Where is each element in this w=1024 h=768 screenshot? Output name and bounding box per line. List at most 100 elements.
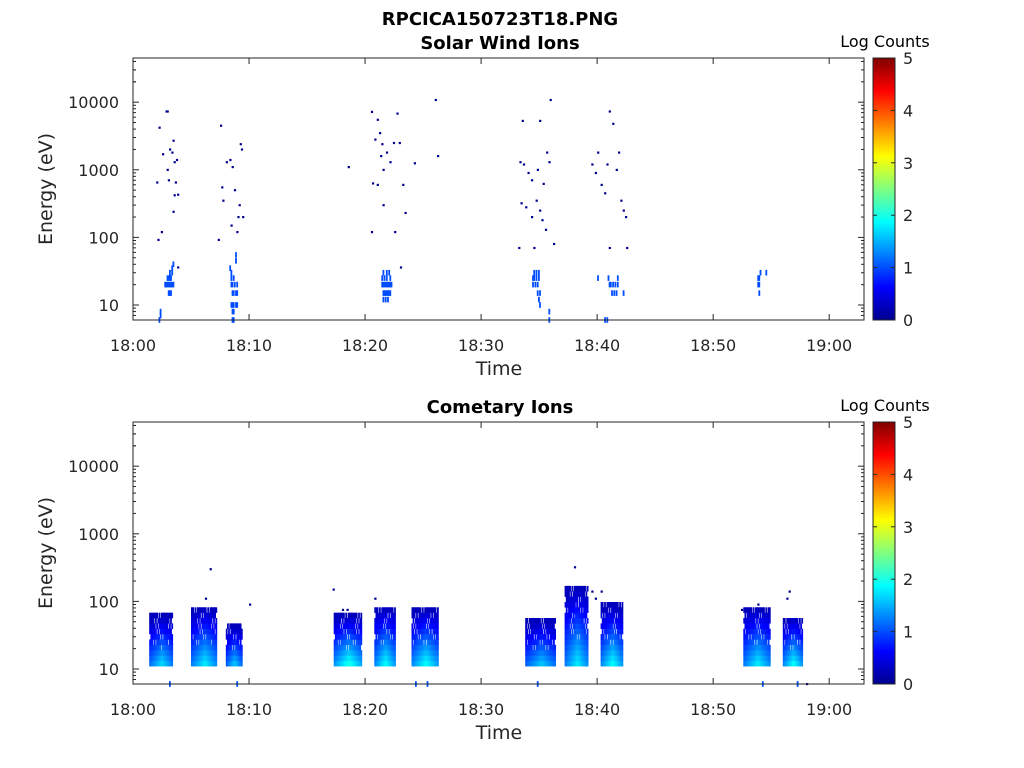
data-cell xyxy=(355,655,358,662)
data-cell xyxy=(761,634,764,640)
data-cell xyxy=(430,628,432,635)
data-cell xyxy=(350,655,352,662)
data-cell xyxy=(412,612,415,619)
data-cell xyxy=(758,275,761,281)
data-cell xyxy=(202,660,205,667)
data-cell xyxy=(149,618,151,624)
data-cell xyxy=(758,660,761,667)
data-cell xyxy=(586,650,589,656)
data-cell xyxy=(340,660,343,667)
data-cell xyxy=(613,655,616,662)
data-cell xyxy=(578,639,581,645)
data-cell xyxy=(767,634,770,640)
data-cell xyxy=(604,623,606,629)
data-cell xyxy=(605,607,607,613)
data-cell xyxy=(575,596,577,603)
data-cell xyxy=(200,650,203,656)
data-cell xyxy=(201,634,204,640)
data-cell xyxy=(358,634,360,640)
data-cell xyxy=(337,650,339,656)
data-point xyxy=(157,238,160,241)
data-cell xyxy=(433,634,436,640)
data-cell xyxy=(553,650,555,656)
data-cell xyxy=(159,644,162,651)
data-cell xyxy=(191,618,193,624)
data-cell xyxy=(801,660,804,667)
data-point xyxy=(162,153,165,156)
data-cell xyxy=(548,660,551,667)
data-cell xyxy=(605,623,607,629)
data-cell xyxy=(606,607,609,613)
data-cell xyxy=(748,623,750,629)
data-cell xyxy=(202,644,205,651)
data-cell xyxy=(391,655,394,662)
data-point xyxy=(372,182,375,185)
data-cell xyxy=(334,655,337,662)
data-cell xyxy=(435,623,438,629)
data-cell xyxy=(797,644,800,651)
data-cell xyxy=(746,660,749,667)
data-cell xyxy=(336,655,338,662)
data-cell xyxy=(583,639,585,645)
data-point xyxy=(236,231,239,234)
data-point xyxy=(173,194,176,197)
data-cell xyxy=(435,650,438,656)
data-cell xyxy=(344,660,346,667)
data-cell xyxy=(374,650,377,656)
data-cell xyxy=(527,650,530,656)
data-cell xyxy=(748,628,750,635)
data-point xyxy=(370,231,374,234)
data-cell xyxy=(341,650,344,656)
data-cell xyxy=(554,655,556,662)
data-cell xyxy=(229,644,232,651)
data-cell xyxy=(576,660,578,667)
data-cell xyxy=(548,618,551,624)
data-cell xyxy=(795,639,798,645)
data-cell xyxy=(568,612,570,619)
data-cell xyxy=(528,644,531,651)
data-cell xyxy=(431,623,433,629)
data-cell xyxy=(236,281,239,288)
data-point xyxy=(594,171,597,175)
data-cell xyxy=(419,660,422,667)
data-cell xyxy=(207,618,210,624)
data-cell xyxy=(571,585,574,592)
data-cell xyxy=(413,607,416,613)
data-cell xyxy=(162,618,164,624)
data-cell xyxy=(535,644,538,651)
data-cell xyxy=(760,655,763,662)
data-cell xyxy=(604,660,606,667)
data-point xyxy=(608,110,611,113)
data-cell xyxy=(238,660,241,667)
data-cell xyxy=(419,623,422,629)
data-cell xyxy=(551,628,554,635)
data-cell xyxy=(420,618,423,624)
data-cell xyxy=(565,644,568,651)
data-cell xyxy=(790,639,793,645)
data-cell xyxy=(532,634,534,640)
data-cell xyxy=(240,634,243,640)
data-cell xyxy=(385,650,388,656)
x-axis: 18:00 18:10 18:20 18:30 18:40 18:50 19:00 xyxy=(110,422,852,719)
data-cell xyxy=(233,634,236,640)
data-cell xyxy=(390,612,393,619)
data-cell xyxy=(196,607,199,613)
data-cell xyxy=(746,607,749,613)
data-cell xyxy=(576,628,578,635)
data-cell xyxy=(415,639,417,645)
data-cell xyxy=(600,607,603,613)
data-cell xyxy=(348,660,351,667)
data-cell xyxy=(618,660,620,667)
data-cell xyxy=(531,655,533,662)
data-cell xyxy=(801,655,804,662)
data-point xyxy=(233,189,237,192)
data-cell xyxy=(387,618,389,624)
data-cell xyxy=(153,639,156,645)
data-cell xyxy=(353,655,356,662)
data-cell xyxy=(569,585,572,592)
data-cell xyxy=(392,660,395,667)
data-point xyxy=(597,151,600,154)
data-cell xyxy=(356,644,359,651)
data-cell xyxy=(782,644,785,651)
data-cell xyxy=(435,634,438,640)
